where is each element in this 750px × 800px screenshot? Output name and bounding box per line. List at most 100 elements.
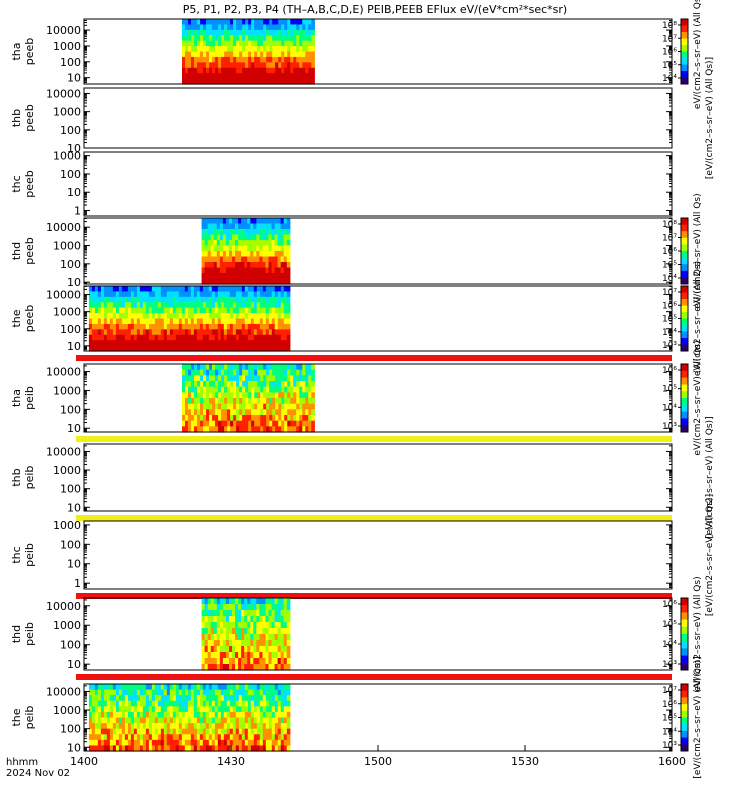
ytick-label: 10 [67,186,81,199]
panel-the_peib: 10 100 1000 10000 the peib 10³ 10⁴ 10⁵ 10⁶ 10⁷ [eV/… [10,656,703,778]
colorbar-the_peib: 10³ 10⁴ 10⁵ 10⁶ 10⁷ [eV/(cm2–s–sr–eV) (All Qs… [662,656,703,778]
colorbar-tick: 10⁵ [662,385,677,395]
panel-thb_peib: 10 100 1000 10000 thb peib [eV/(cm2–s–sr–eV) (… [10,416,715,538]
colorbar-tick: 10⁷ [662,686,677,696]
ytick-label: 10 [67,741,81,754]
ytick-label: 100 [60,56,81,69]
x-axis: 1400 1430 1500 1530 1600 [70,745,686,768]
ytick-label: 10000 [46,24,81,37]
ytick-label: 100 [60,538,81,551]
flag-bar [76,515,672,521]
colorbar-tick: 10⁷ [662,234,677,244]
ytick-label: 10000 [46,685,81,698]
ytick-label: 10 [67,501,81,514]
ytick-label: 1000 [53,106,81,119]
colorbar-thd_peib: 10³ 10⁴ 10⁵ 10⁶ eV/(cm2–s–sr–eV) (All Qs) [662,576,703,691]
panel-label-probe: thd [10,625,23,643]
ytick-label: 10 [67,340,81,353]
panel-frame [83,520,673,590]
xtick-label: 1500 [364,755,392,768]
ytick-label: 100 [60,639,81,652]
ytick-label: 1 [74,577,81,590]
panel-thd_peeb: 10 100 1000 10000 thd peeb 10⁴ 10⁵ 10⁶ 10⁷ 10⁸ eV/(… [10,193,703,308]
spectrogram-thd_peeb [201,218,291,285]
colorbar-tick: 10⁵ [662,620,677,630]
ytick-label: 100 [60,483,81,496]
side-label: [eV/(cm2–s–sr–eV) (All Qs)] [705,57,715,179]
flag-bar [76,355,672,361]
ytick-label: 10000 [46,221,81,234]
panel-thd_peib: 10 100 1000 10000 thd peib 10³ 10⁴ 10⁵ 10⁶ eV/(cm2… [10,576,703,691]
ytick-label: 10 [67,142,81,155]
panel-label-type: peeb [23,38,36,66]
colorbar-tick: 10⁶ [662,48,677,58]
colorbar-label: eV/(cm2–s–sr–eV) (All Qs) [693,0,703,109]
ytick-label: 10 [67,658,81,671]
ytick-label: 1000 [53,306,81,319]
ytick-label: 1000 [53,619,81,632]
ytick-label: 1000 [53,40,81,53]
colorbar-tick: 10⁵ [662,714,677,724]
colorbar-tick: 10⁵ [662,261,677,271]
panel-label-type: peib [23,466,36,490]
colorbar-tha_peib: 10³ 10⁴ 10⁵ 10⁶ eV/(cm2–s–sr–eV) (All Qs) [662,340,703,455]
colorbar-tick: 10⁶ [662,700,677,710]
xtick-label: 1430 [217,755,245,768]
colorbar-label: eV/(cm2–s–sr–eV) (All Qs) [693,576,703,691]
spectrogram-tha_peeb [182,19,315,85]
colorbar-the_peeb: 10³ 10⁴ 10⁵ 10⁶ 10⁷ eV/(cm2–s–sr–eV) (All Qs) [662,261,703,376]
panel-label-probe: thc [10,175,23,192]
ytick-label: 10000 [46,600,81,613]
spectrogram-the_peeb [88,286,291,352]
ytick-label: 10 [67,72,81,85]
colorbar-tick: 10⁴ [662,274,677,284]
ytick-label: 100 [60,403,81,416]
panel-label-type: peib [23,543,36,567]
panel-label-probe: tha [10,389,23,407]
ytick-label: 100 [60,124,81,137]
xtick-label: 1400 [70,755,98,768]
spectrogram-the_peib [88,684,291,752]
colorbar-tick: 10⁸ [662,21,677,31]
panel-frame [83,443,673,512]
colorbar-tick: 10⁴ [662,328,677,338]
colorbar-tick: 10⁵ [662,61,677,71]
ytick-label: 10 [67,558,81,571]
flag-bar [76,436,672,442]
ytick-label: 10000 [46,289,81,302]
panel-label-probe: thb [10,468,23,486]
colorbar-tick: 10³ [662,660,677,670]
panel-frame [83,151,673,217]
panel-label-type: peeb [23,237,36,265]
colorbar-tick: 10⁶ [662,301,677,311]
colorbar-tick: 10⁴ [662,74,677,84]
colorbar-tick: 10³ [662,422,677,432]
colorbar-tick: 10⁷ [662,288,677,298]
panel-thc_peib: 1 10 100 1000 thc peib [eV/(cm2–s–sr–eV) (All … [10,494,715,616]
colorbar-tick: 10³ [662,741,677,751]
ytick-label: 10 [67,422,81,435]
colorbar-tick: 10³ [662,341,677,351]
x-axis-label-hhmm: hhmm [6,757,38,768]
colorbar-tick: 10⁴ [662,403,677,413]
ytick-label: 1 [74,205,81,218]
colorbar-label: [eV/(cm2–s–sr–eV) (All Qs)] [693,656,703,778]
colorbar-label: eV/(cm2–s–sr–eV) (All Qs) [693,193,703,308]
chart-title: P5, P1, P2, P3, P4 (TH–A,B,C,D,E) PEIB,P… [183,3,567,16]
panel-label-type: peib [23,622,36,646]
panel-label-probe: thc [10,546,23,563]
panel-tha_peeb: 10 100 1000 10000 tha peeb 10⁴ 10⁵ 10⁶ 10⁷ 10⁸ eV/(… [10,0,703,109]
colorbar-tick: 10⁵ [662,315,677,325]
colorbar-tick: 10⁶ [662,366,677,376]
panel-label-type: peib [23,706,36,730]
colorbar-tick: 10⁸ [662,220,677,230]
colorbar-label: eV/(cm2–s–sr–eV) (All Qs) [693,261,703,376]
panel-label-type: peeb [23,305,36,333]
colorbar-thd_peeb: 10⁴ 10⁵ 10⁶ 10⁷ 10⁸ eV/(cm2–s–sr–eV) (All Qs) [662,193,703,308]
ytick-label: 1000 [53,240,81,253]
ytick-label: 1000 [53,704,81,717]
panel-thb_peeb: 10 100 1000 10000 thb peeb [eV/(cm2–s–sr–eV) (… [10,57,715,179]
colorbar-tick: 10⁴ [662,640,677,650]
panel-frame [83,217,673,285]
